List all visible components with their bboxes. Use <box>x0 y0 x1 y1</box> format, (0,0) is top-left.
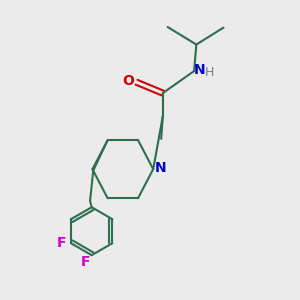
Text: F: F <box>81 255 91 269</box>
Text: N: N <box>154 160 166 175</box>
Text: O: O <box>123 74 134 88</box>
Text: F: F <box>57 236 67 250</box>
Text: N: N <box>194 63 205 77</box>
Text: H: H <box>205 65 214 79</box>
